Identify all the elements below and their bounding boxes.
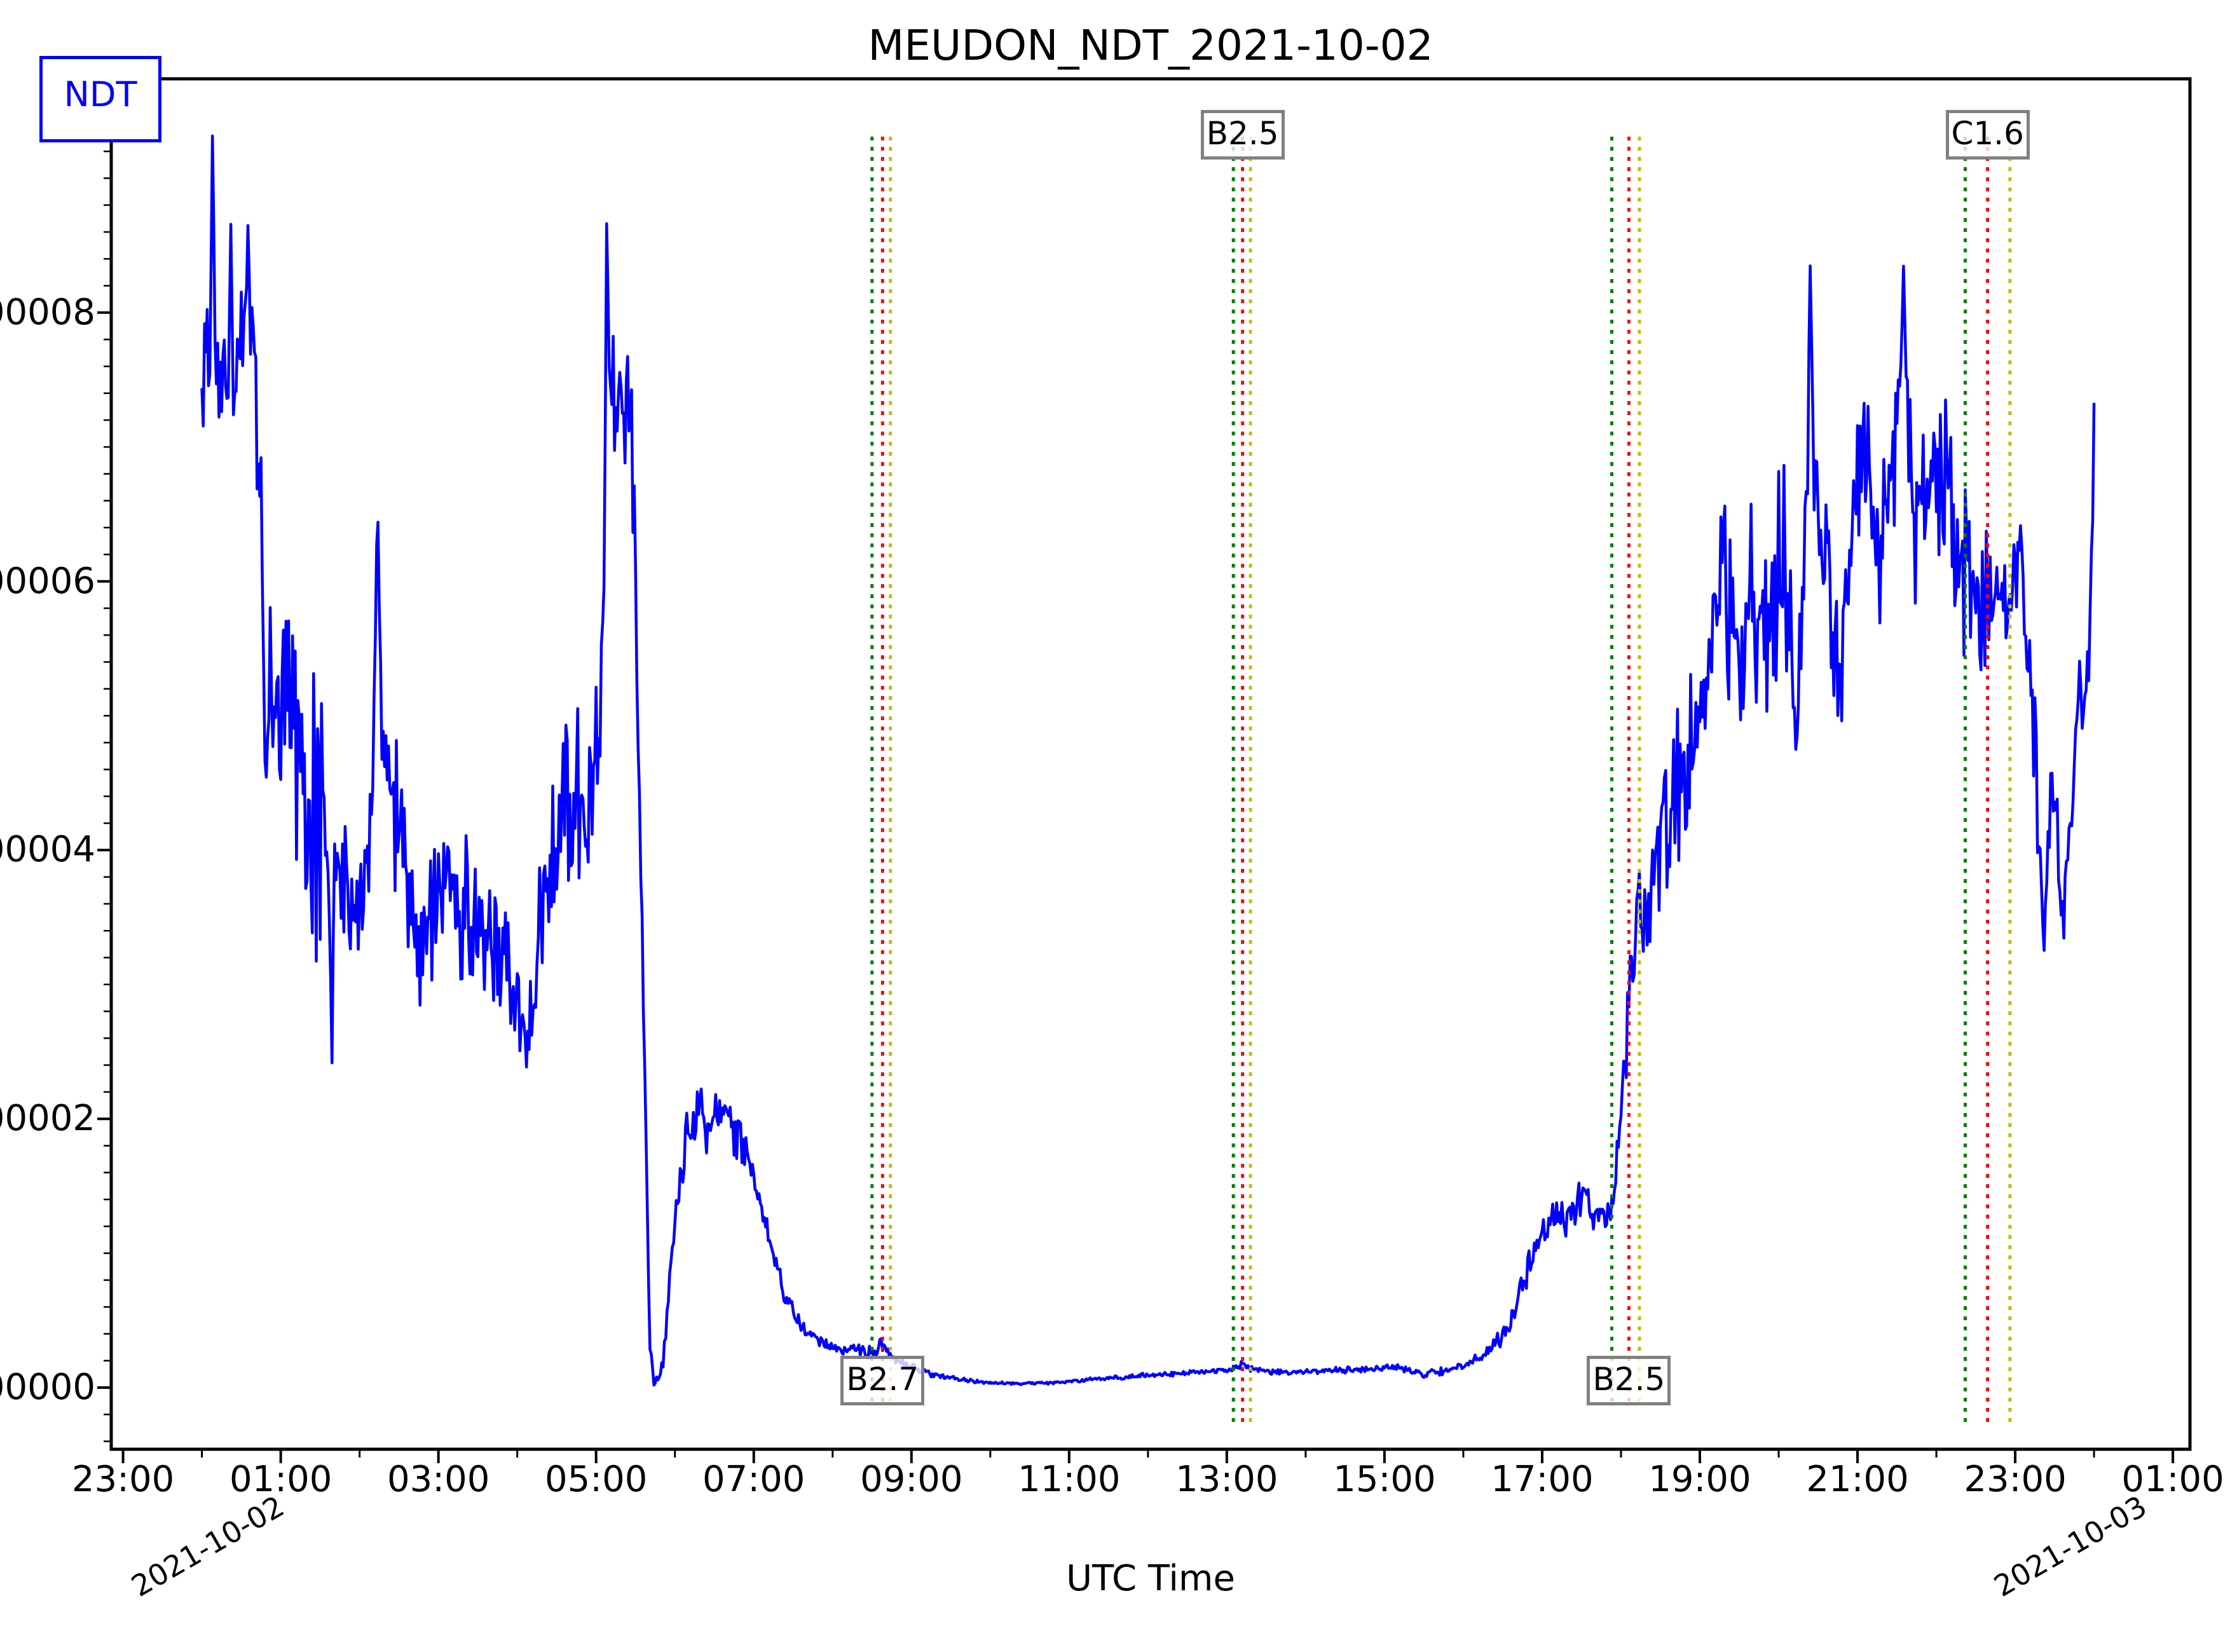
legend: NDT: [39, 56, 161, 142]
flare-label-b25: B2.5: [1200, 110, 1285, 160]
flare-label-b25: B2.5: [1587, 1356, 1671, 1405]
x-tick-label: 05:00: [545, 1459, 648, 1500]
figure: MEUDON_NDT_2021-10-02 23:00 01:00 03:00 05:…: [0, 21, 2224, 1604]
x-tick-label: 11:00: [1018, 1459, 1121, 1500]
x-tick-label: 09:00: [860, 1459, 963, 1500]
x-tick-label: 23:00: [71, 1459, 175, 1500]
page: { "title": "MEUDON_NDT_2021-10-02", "leg…: [0, 21, 2224, 1604]
x-tick-label: 03:00: [386, 1459, 490, 1500]
plot-frame: [109, 77, 2192, 1451]
x-tick-label: 07:00: [702, 1459, 805, 1500]
plot-canvas: [97, 77, 2192, 1463]
x-tick-label: 13:00: [1175, 1459, 1278, 1500]
x-tick-label: 19:00: [1648, 1459, 1751, 1500]
chart-title: MEUDON_NDT_2021-10-02: [868, 21, 1433, 70]
x-tick-label: 01:00: [229, 1459, 332, 1500]
flare-label-b27: B2.7: [840, 1356, 925, 1405]
x-tick-label: 23:00: [1964, 1459, 2067, 1500]
x-axis-title: UTC Time: [1066, 1558, 1235, 1599]
legend-entry-ndt: NDT: [64, 74, 137, 114]
y-tick-label: 0.000004: [0, 829, 95, 871]
x-tick-label: 15:00: [1333, 1459, 1436, 1500]
x-tick-label: 01:00: [2121, 1459, 2224, 1500]
x-tick-label: 21:00: [1806, 1459, 1909, 1500]
x-tick-label: 17:00: [1491, 1459, 1594, 1500]
y-tick-label: 0.000008: [0, 291, 95, 333]
y-tick-label: 0.000006: [0, 560, 95, 602]
flare-label-c16: C1.6: [1945, 110, 2030, 160]
ndt-curve: [200, 134, 2096, 1387]
